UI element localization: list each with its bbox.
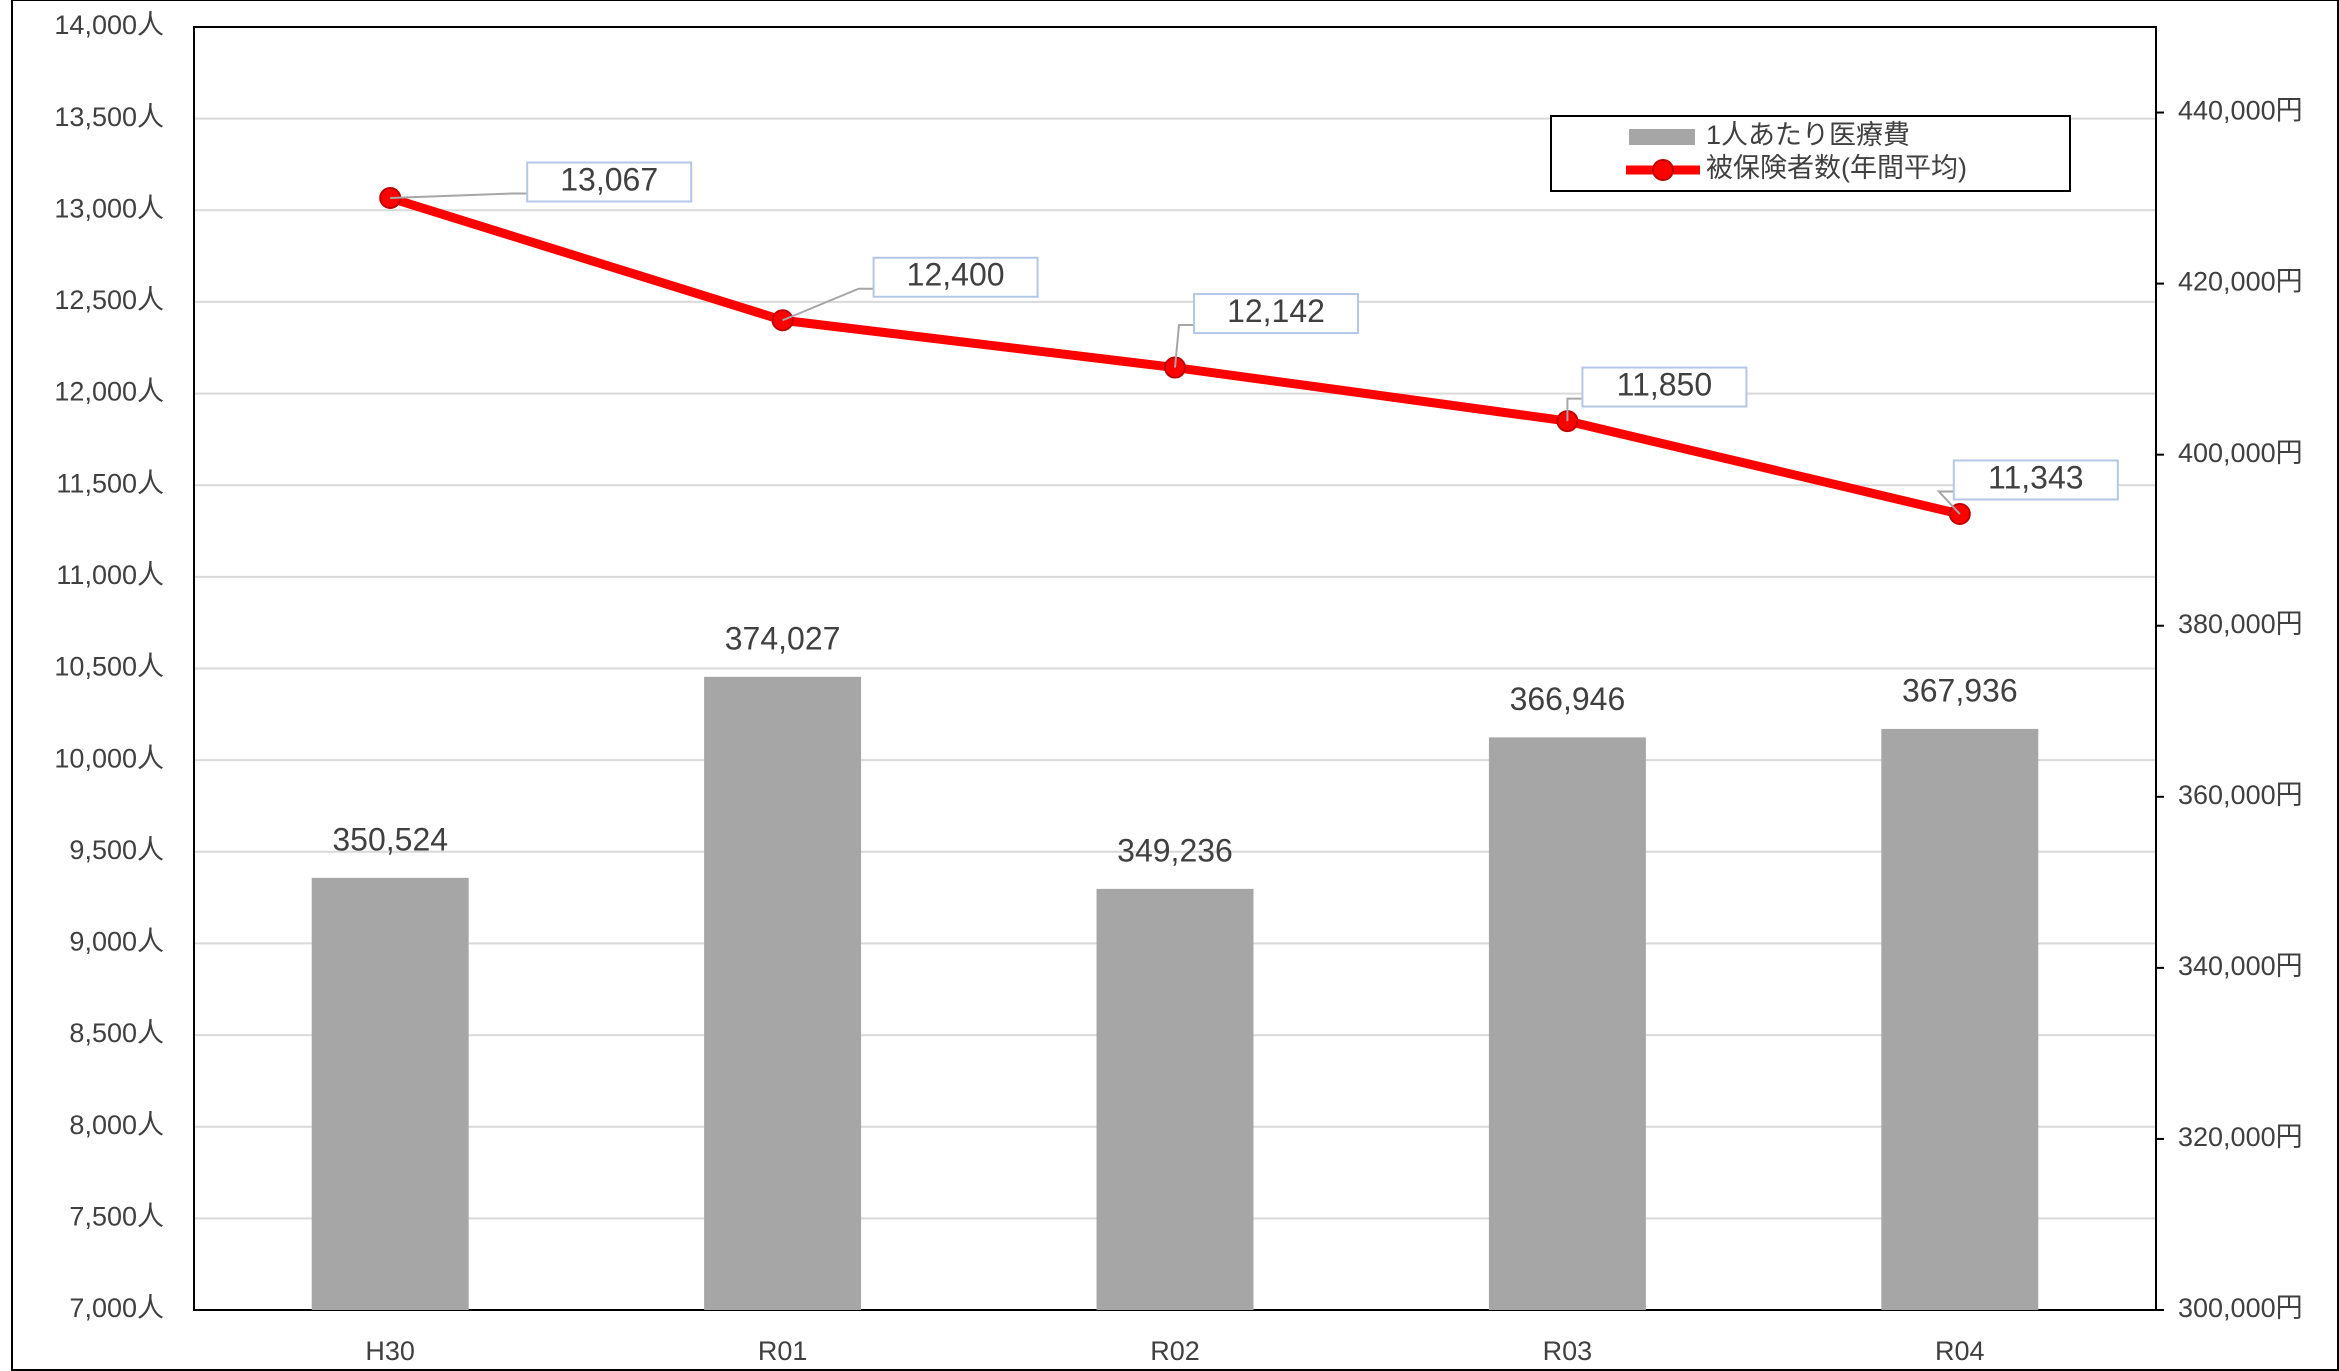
bar-label: 366,946 [1510,681,1626,717]
y2-tick-label: 320,000円 [2178,1122,2303,1152]
label-box [1581,366,1748,408]
y-tick-label: 13,500人 [54,102,164,132]
legend-box [1550,115,2071,192]
bar-label: 349,236 [1117,832,1233,868]
label-box [1952,459,2119,501]
bar-label: 350,524 [332,821,448,857]
bar [1881,728,2039,1310]
line-label: 11,850 [1617,367,1713,403]
y-tick-label: 11,500人 [56,468,164,498]
y2-tick-label: 400,000円 [2178,438,2303,468]
y-tick-label: 14,000人 [54,10,164,40]
y2-tick-label: 440,000円 [2178,96,2303,126]
bar-label: 367,936 [1902,672,2018,708]
y-tick-label: 10,500人 [54,652,164,682]
line-label: 12,400 [907,257,1005,293]
legend-swatch [1629,129,1695,145]
x-tick-label: R02 [1150,1336,1200,1366]
y2-tick-label: 380,000円 [2178,609,2303,639]
line-label: 12,142 [1227,293,1325,329]
label-box [526,161,693,203]
x-tick-label: R04 [1935,1336,1985,1366]
leader-line [1566,397,1583,422]
y-tick-label: 10,000人 [54,743,164,773]
legend-label: 1人あたり医療費 [1706,120,1910,150]
y2-tick-label: 300,000円 [2178,1293,2303,1323]
leader-line [390,192,528,200]
y-tick-label: 8,500人 [69,1018,164,1048]
y2-tick-label: 340,000円 [2178,951,2303,981]
line-label: 13,067 [560,161,658,197]
legend-label: 被保険者数(年間平均) [1706,153,1967,183]
y-tick-label: 7,500人 [69,1201,164,1231]
y-tick-label: 13,000人 [54,193,164,223]
y-tick-label: 11,000人 [56,560,164,590]
x-tick-label: R01 [758,1336,808,1366]
x-tick-label: H30 [365,1336,415,1366]
y-tick-label: 8,000人 [69,1110,164,1140]
leader-line [1174,324,1194,368]
bar-label: 374,027 [725,620,841,656]
leader-line [1936,490,1961,515]
label-box [872,256,1039,298]
y-tick-label: 9,500人 [69,835,164,865]
bar [1096,888,1254,1310]
bar [311,877,469,1310]
leader-line [782,287,874,322]
y-tick-label: 12,000人 [54,377,164,407]
x-tick-label: R03 [1543,1336,1593,1366]
y2-tick-label: 420,000円 [2178,267,2303,297]
bar [1488,737,1646,1310]
y-tick-label: 9,000人 [69,927,164,957]
y-tick-label: 7,000人 [69,1293,164,1323]
y-tick-label: 12,500人 [54,285,164,315]
legend-marker [1652,159,1674,181]
line-label: 11,343 [1988,459,2084,495]
bar [704,676,862,1310]
label-box [1193,293,1359,335]
y2-tick-label: 360,000円 [2178,780,2303,810]
